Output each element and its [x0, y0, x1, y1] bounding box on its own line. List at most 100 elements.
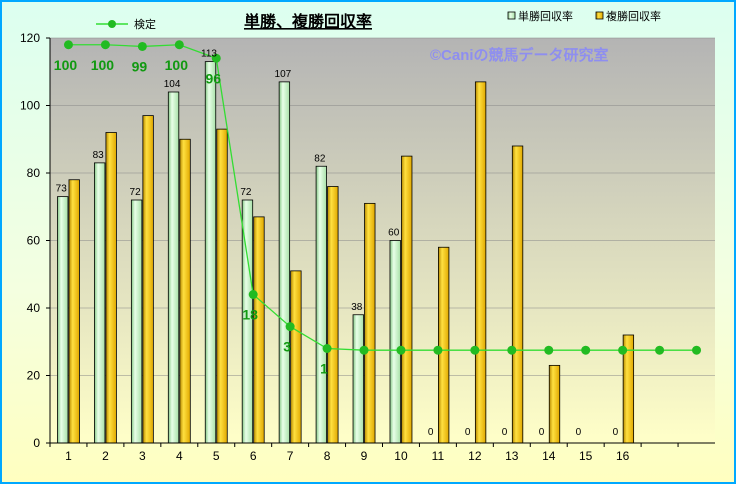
- chart-title: 単勝、複勝回収率: [244, 12, 372, 31]
- kentei-marker: [211, 53, 221, 63]
- bar-tansho: [278, 81, 291, 444]
- x-tick-label: 12: [468, 449, 482, 463]
- bar-fukusho: [253, 216, 265, 444]
- bar-tansho: [204, 61, 217, 444]
- bar-tansho: [57, 196, 69, 444]
- bar-tansho: [94, 162, 106, 444]
- kentei-line: [68, 44, 697, 351]
- kentei-marker: [359, 345, 369, 355]
- legend-series1-label: 単勝回収率: [518, 9, 573, 23]
- bar-data-label: 0: [539, 427, 545, 438]
- legend-series2-swatch: [595, 11, 604, 20]
- bar-data-label: 113: [201, 49, 217, 60]
- bar-data-label: 72: [130, 187, 142, 198]
- bar-fukusho: [68, 179, 80, 444]
- bar-data-label: 107: [275, 69, 292, 80]
- bar-tansho: [130, 199, 143, 444]
- legend-line-label: 検定: [134, 17, 156, 31]
- x-tick-label: 2: [102, 449, 109, 463]
- kentei-label: 1: [320, 361, 328, 377]
- bar-data-label: 83: [93, 150, 105, 161]
- bar-data-label: 0: [502, 427, 508, 438]
- x-tick-label: 1: [65, 449, 72, 463]
- bar-data-label: 60: [388, 228, 400, 239]
- kentei-marker: [433, 345, 443, 355]
- x-tick-label: 14: [542, 449, 556, 463]
- kentei-label: 18: [242, 307, 258, 323]
- legend: 検定 単勝回収率 複勝回収率: [96, 9, 661, 31]
- y-tick-label: 20: [27, 369, 41, 383]
- kentei-marker: [100, 40, 110, 50]
- legend-series1-swatch: [507, 11, 516, 20]
- bar-fukusho: [474, 81, 487, 444]
- x-tick-label: 5: [213, 449, 220, 463]
- bar-fukusho: [364, 202, 376, 444]
- legend-series2-label: 複勝回収率: [606, 9, 661, 23]
- bar-data-label: 0: [465, 427, 471, 438]
- x-tick-label: 8: [324, 449, 331, 463]
- bars: [57, 61, 635, 444]
- bar-data-label: 0: [576, 427, 582, 438]
- kentei-label: 100: [54, 57, 78, 73]
- bar-data-label: 104: [164, 79, 181, 90]
- kentei-marker: [470, 345, 480, 355]
- bar-fukusho: [438, 246, 450, 444]
- kentei-marker: [322, 344, 332, 353]
- bar-fukusho: [290, 270, 302, 444]
- x-tick-label: 15: [579, 449, 593, 463]
- bar-tansho: [315, 165, 327, 444]
- x-tick-label: 6: [250, 449, 257, 463]
- kentei-marker: [285, 322, 295, 332]
- bar-data-label: 0: [428, 427, 434, 438]
- legend-line-marker: [108, 20, 116, 28]
- bar-data-label: 73: [56, 184, 68, 195]
- kentei-marker: [544, 345, 554, 355]
- bar-fukusho: [401, 155, 413, 444]
- kentei-marker: [618, 345, 628, 355]
- kentei-marker: [581, 345, 591, 355]
- kentei-marker: [396, 345, 406, 355]
- bar-fukusho: [548, 364, 561, 444]
- x-tick-label: 3: [139, 449, 146, 463]
- kentei-label: 96: [205, 70, 221, 86]
- bar-data-label: 72: [240, 187, 252, 198]
- bar-fukusho: [142, 115, 154, 444]
- y-tick-label: 60: [27, 234, 41, 248]
- x-tick-label: 4: [176, 449, 183, 463]
- x-tick-label: 13: [505, 449, 519, 463]
- kentei-marker: [655, 345, 665, 355]
- y-tick-label: 100: [20, 99, 40, 113]
- bar-tansho: [389, 240, 401, 444]
- kentei-marker: [692, 345, 702, 355]
- y-tick-label: 120: [20, 31, 40, 45]
- kentei-marker: [507, 345, 517, 355]
- x-tick-label: 7: [287, 449, 294, 463]
- kentei-marker: [174, 40, 184, 50]
- kentei-label: 99: [132, 58, 148, 74]
- bar-tansho: [352, 314, 364, 444]
- bar-data-label: 38: [351, 302, 363, 313]
- kentei-marker: [248, 290, 258, 299]
- y-tick-label: 80: [27, 166, 41, 180]
- x-tick-label: 11: [432, 449, 445, 463]
- bar-data-label: 0: [613, 427, 619, 438]
- kentei-marker: [137, 41, 147, 51]
- gridlines: [50, 37, 715, 376]
- bar-fukusho: [327, 186, 339, 444]
- x-tick-label: 10: [394, 449, 408, 463]
- bar-fukusho: [105, 132, 117, 444]
- y-tick-label: 0: [33, 436, 40, 450]
- x-tick-label: 16: [616, 449, 630, 463]
- y-tick-label: 40: [27, 301, 41, 315]
- kentei-label: 3: [283, 339, 291, 355]
- line-series: [63, 40, 702, 355]
- bar-tansho: [167, 91, 180, 444]
- data-labels: 73 83 72 104 113 72 107 82 38 60 0 0 0 0 0 0 100 100 99 100…: [54, 49, 619, 438]
- watermark: ©Caniの競馬データ研究室: [430, 46, 609, 64]
- x-tick-label: 9: [361, 449, 368, 463]
- bar-data-label: 82: [314, 153, 326, 164]
- kentei-marker: [63, 40, 73, 50]
- bar-fukusho: [179, 138, 191, 444]
